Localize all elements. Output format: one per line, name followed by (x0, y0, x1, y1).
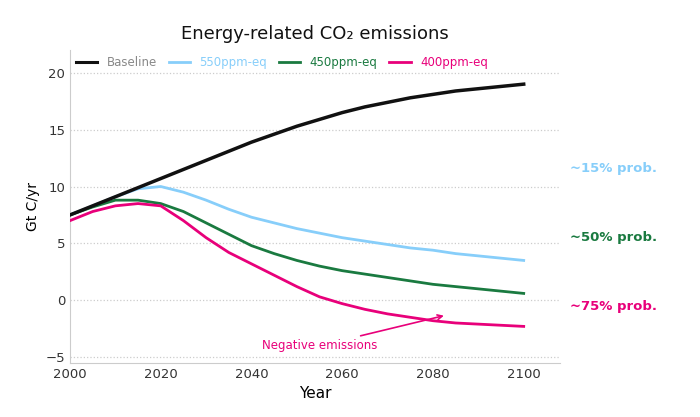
Title: Energy-related CO₂ emissions: Energy-related CO₂ emissions (181, 25, 449, 43)
Text: ~15% prob.: ~15% prob. (570, 162, 657, 176)
Text: ~50% prob.: ~50% prob. (570, 231, 657, 244)
Text: ~75% prob.: ~75% prob. (570, 300, 657, 313)
Legend: Baseline, 550ppm-eq, 450ppm-eq, 400ppm-eq: Baseline, 550ppm-eq, 450ppm-eq, 400ppm-e… (76, 56, 488, 69)
Text: Negative emissions: Negative emissions (262, 315, 442, 352)
X-axis label: Year: Year (299, 386, 331, 401)
Y-axis label: Gt C/yr: Gt C/yr (26, 182, 40, 231)
